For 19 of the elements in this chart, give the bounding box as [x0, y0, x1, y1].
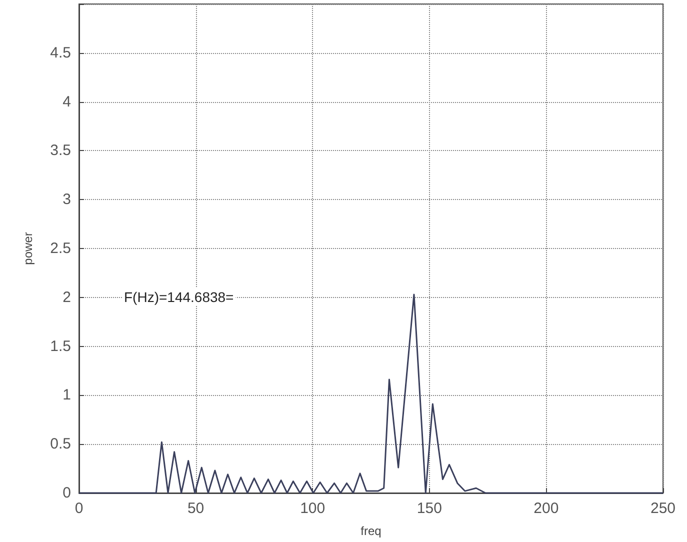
x-axis-title: freq [360, 524, 382, 538]
y-tick-label: 0.5 [50, 436, 71, 453]
y-tick-label: 2.5 [50, 240, 71, 257]
x-tick-label: 250 [650, 500, 676, 517]
y-tick-label: 0 [62, 484, 71, 502]
y-tick-label: 2 [62, 288, 71, 306]
y-tick-label: 4.5 [50, 44, 71, 62]
x-tick-label: 0 [74, 500, 84, 517]
y-tick-label: 1 [62, 386, 71, 404]
y-axis-title: power [21, 232, 35, 265]
x-tick-label: 150 [416, 500, 442, 517]
x-tick-label: 200 [534, 500, 559, 517]
y-tick-label: 3 [62, 191, 71, 208]
y-tick-label: 3.5 [50, 142, 71, 160]
y-tick-label: 4 [62, 93, 71, 110]
x-tick-label: 100 [300, 500, 326, 517]
y-tick-label: 1.5 [50, 338, 71, 355]
annotation: F(Hz)=144.6838= [124, 289, 234, 305]
x-tick-label: 50 [187, 500, 204, 517]
